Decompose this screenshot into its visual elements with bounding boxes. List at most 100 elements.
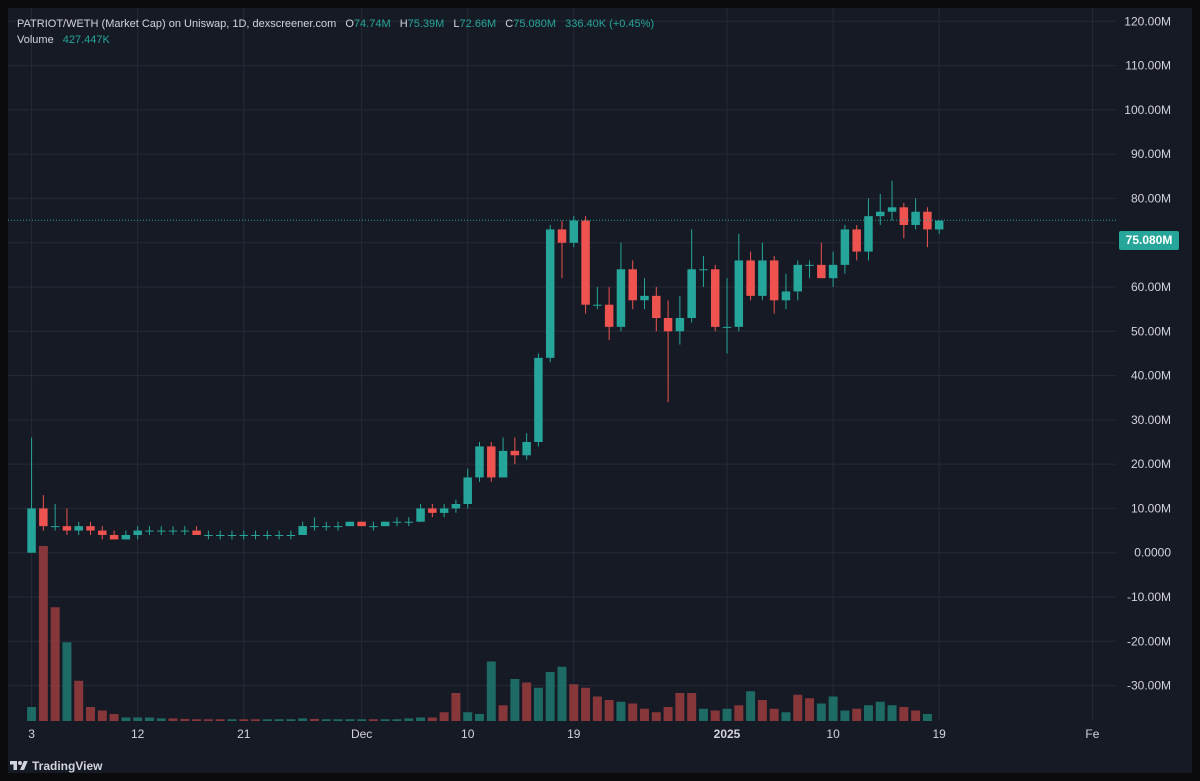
- candle-body: [911, 211, 920, 225]
- candle: [369, 521, 378, 531]
- candle-body: [333, 526, 343, 528]
- candle: [463, 468, 472, 509]
- volume-bar: [475, 714, 484, 721]
- volume-bar: [357, 719, 367, 721]
- candle-body: [192, 530, 201, 535]
- volume-bar: [38, 546, 48, 721]
- volume-bar: [757, 700, 767, 721]
- candle: [864, 198, 873, 261]
- volume-bar: [451, 693, 461, 721]
- candle: [62, 508, 72, 535]
- volume-bar: [74, 680, 84, 721]
- candle-body: [121, 535, 131, 540]
- candle: [769, 256, 779, 314]
- candle-body: [710, 269, 720, 327]
- volume-bar: [922, 714, 932, 721]
- chart-pane[interactable]: 120.00M110.00M100.00M90.00M80.00M70.00M6…: [8, 8, 1192, 773]
- candle-body: [675, 318, 685, 332]
- candle-body: [510, 450, 520, 456]
- candle-body: [145, 530, 154, 532]
- candle: [734, 233, 744, 332]
- candle-body: [722, 326, 732, 328]
- volume-bar: [663, 707, 673, 721]
- candle-body: [581, 220, 590, 305]
- volume-bar: [651, 712, 661, 721]
- candle-body: [380, 521, 390, 527]
- candle-body: [734, 260, 744, 327]
- volume-bar: [510, 679, 520, 721]
- candle-body: [263, 535, 272, 536]
- candle-body: [534, 357, 543, 442]
- y-tick-label: 50.00M: [1131, 324, 1171, 338]
- candle: [758, 242, 767, 301]
- volume-bar: [262, 719, 272, 721]
- candle-body: [487, 446, 496, 478]
- candles: [27, 180, 944, 553]
- volume-bar: [557, 666, 567, 721]
- x-tick-label: 19: [567, 727, 581, 741]
- candle-body: [345, 521, 355, 527]
- candle-body: [439, 508, 449, 513]
- volume-bar: [321, 719, 331, 721]
- candlestick-chart[interactable]: 120.00M110.00M100.00M90.00M80.00M70.00M6…: [8, 8, 1192, 773]
- volume-bar: [734, 705, 744, 721]
- volume-bar: [192, 719, 202, 721]
- volume-bar: [805, 698, 815, 721]
- candle-body: [416, 508, 425, 522]
- close-key: C: [505, 18, 514, 30]
- last-price-badge: 75.080M: [1119, 231, 1179, 250]
- candle: [310, 517, 319, 531]
- candle-body: [227, 535, 237, 536]
- candle: [899, 202, 909, 239]
- volume-bar: [498, 705, 508, 721]
- x-tick-label: Dec: [351, 727, 372, 741]
- candle: [133, 526, 142, 540]
- volume-bar: [828, 696, 838, 721]
- candle: [876, 194, 885, 225]
- candle-body: [98, 530, 107, 535]
- candle-body: [545, 229, 555, 358]
- x-tick-label: 19: [933, 727, 947, 741]
- candle-body: [663, 318, 673, 332]
- candle: [121, 530, 131, 540]
- candle: [322, 521, 331, 531]
- volume-bar: [875, 701, 885, 721]
- volume-bar: [640, 708, 649, 721]
- candle: [911, 198, 920, 230]
- volume-bar: [710, 710, 720, 721]
- candle: [27, 437, 36, 553]
- x-tick-label: 3: [28, 727, 35, 741]
- high-key: H: [399, 18, 408, 30]
- x-tick-label: 10: [826, 727, 840, 741]
- candle-body: [840, 229, 850, 265]
- close-value: 75.080M: [513, 18, 557, 30]
- tradingview-logo[interactable]: TradingView: [10, 757, 102, 775]
- x-tick-label: 12: [131, 727, 145, 741]
- y-axis-labels: 120.00M110.00M100.00M90.00M80.00M70.00M6…: [1124, 14, 1171, 692]
- tradingview-icon: [10, 761, 28, 770]
- x-tick-label: 10: [461, 727, 475, 741]
- candle-body: [133, 530, 142, 535]
- candle: [39, 495, 48, 531]
- candle: [357, 521, 366, 527]
- grid-lines: [8, 8, 1192, 773]
- candle-body: [781, 291, 791, 301]
- candle: [227, 530, 237, 540]
- candle-body: [604, 304, 614, 327]
- candle: [828, 251, 838, 287]
- candle-body: [569, 220, 579, 243]
- volume-bar: [722, 708, 732, 721]
- y-tick-label: -10.00M: [1127, 590, 1171, 604]
- volume-bars: [27, 546, 932, 721]
- candle: [557, 220, 567, 279]
- volume-bar: [251, 719, 261, 721]
- candle-body: [86, 526, 95, 531]
- volume-bar: [863, 705, 873, 721]
- candle-body: [62, 526, 72, 531]
- candle-body: [286, 535, 296, 536]
- legend-volume-row: Volume 427.447K: [17, 32, 654, 48]
- volume-bar: [156, 718, 166, 721]
- volume-bar: [380, 719, 390, 721]
- candle: [522, 433, 531, 460]
- candle: [840, 225, 850, 274]
